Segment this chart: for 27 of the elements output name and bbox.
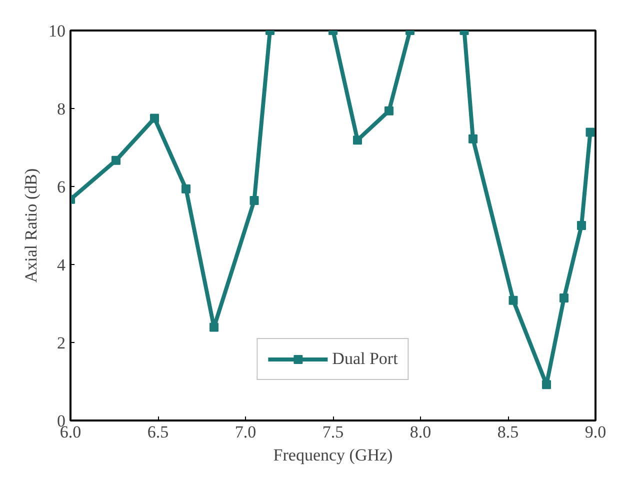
y-tick-label: 10	[48, 22, 66, 40]
point	[353, 136, 362, 145]
x-tick-label: 8.0	[410, 422, 432, 442]
point	[112, 156, 120, 165]
x-tick-label: 7.0	[234, 422, 256, 442]
point	[560, 294, 568, 303]
legend-label: Dual Port	[332, 349, 398, 369]
point	[182, 184, 190, 194]
x-axis-title: Frequency (GHz)	[273, 446, 393, 464]
y-tick-label: 2	[57, 334, 66, 352]
y-tick-label: 4	[57, 256, 66, 274]
x-tick-label: 6.5	[147, 422, 169, 442]
point	[508, 296, 518, 305]
point	[577, 221, 586, 230]
y-axis-title: Axial Ratio (dB)	[22, 168, 40, 283]
x-tick-label: 9.0	[584, 422, 606, 442]
point	[250, 196, 259, 206]
point	[542, 380, 551, 390]
point	[210, 322, 218, 332]
y-tick-label: 8	[57, 100, 66, 118]
point	[468, 134, 478, 144]
x-tick-label: 8.5	[497, 422, 519, 442]
x-tick-label: 7.5	[322, 422, 344, 442]
point	[384, 106, 394, 116]
y-tick-label: 6	[57, 178, 66, 196]
point	[150, 114, 159, 123]
point	[586, 128, 595, 137]
